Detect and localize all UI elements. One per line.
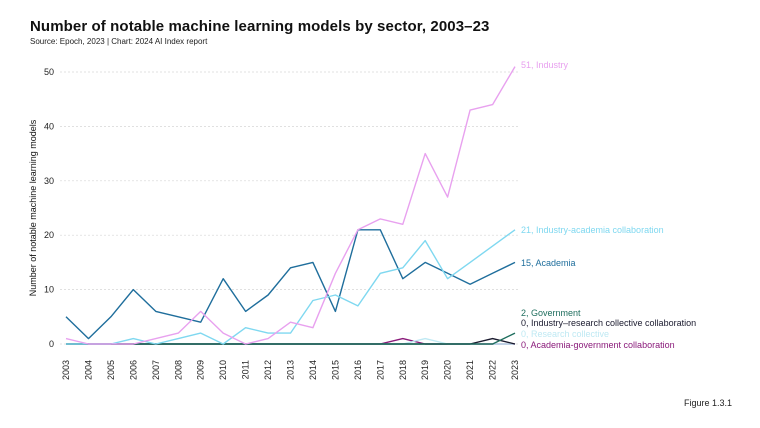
x-tick-label: 2017 <box>375 360 385 380</box>
series-label: 51, Industry <box>521 60 569 70</box>
series-line <box>66 229 516 345</box>
x-tick-label: 2019 <box>420 360 430 380</box>
series-line <box>66 337 516 345</box>
x-tick-label: 2008 <box>173 360 183 380</box>
series-line <box>65 229 516 340</box>
x-tick-label: 2006 <box>128 360 138 380</box>
x-tick-label: 2011 <box>241 360 251 379</box>
x-tick-label: 2004 <box>83 360 93 380</box>
x-tick-label: 2016 <box>353 360 363 380</box>
series-line <box>66 337 515 345</box>
series-label: 2, Government <box>521 308 581 318</box>
x-tick-label: 2018 <box>398 360 408 380</box>
series-label: 15, Academia <box>521 258 576 268</box>
series-label: 0, Industry–research collective collabor… <box>521 318 696 328</box>
series-label: 0, Research collective <box>521 329 609 339</box>
series-label: 21, Industry-academia collaboration <box>521 225 664 235</box>
x-tick-label: 2012 <box>263 360 273 380</box>
x-tick-label: 2005 <box>106 360 116 380</box>
series-line <box>66 337 515 345</box>
chart-title: Number of notable machine learning model… <box>30 18 490 35</box>
x-tick-label: 2014 <box>308 360 318 380</box>
chart-source: Source: Epoch, 2023 | Chart: 2024 AI Ind… <box>30 37 208 46</box>
figure-number: Figure 1.3.1 <box>683 398 732 408</box>
y-axis-ticks: 0 10 20 30 40 50 <box>44 67 54 349</box>
y-tick-label: 20 <box>44 230 54 240</box>
x-tick-label: 2022 <box>488 360 498 380</box>
series-end-labels: 51, Industry 21, Industry-academia collab… <box>521 60 696 350</box>
x-tick-label: 2021 <box>465 360 475 380</box>
x-tick-label: 2009 <box>196 360 206 380</box>
y-tick-label: 0 <box>49 339 54 349</box>
x-tick-label: 2010 <box>218 360 228 380</box>
series-label: 0, Academia-government collaboration <box>521 340 675 350</box>
series-line <box>65 66 516 345</box>
x-tick-label: 2020 <box>443 360 453 380</box>
x-tick-label: 2023 <box>510 360 520 380</box>
y-tick-label: 30 <box>44 176 54 186</box>
gridlines <box>60 71 519 345</box>
y-tick-label: 40 <box>44 121 54 131</box>
x-tick-label: 2013 <box>286 360 296 380</box>
series-lines <box>65 66 516 345</box>
y-tick-label: 10 <box>44 285 54 295</box>
y-tick-label: 50 <box>44 67 54 77</box>
y-axis-label: Number of notable machine learning model… <box>28 119 38 296</box>
x-axis-ticks: 2003 2004 2005 2006 2007 2008 2009 2010 2011 2012… <box>61 360 520 380</box>
series-line <box>66 332 516 345</box>
x-tick-label: 2015 <box>330 360 340 380</box>
x-tick-label: 2003 <box>61 360 71 380</box>
x-tick-label: 2007 <box>151 360 161 380</box>
